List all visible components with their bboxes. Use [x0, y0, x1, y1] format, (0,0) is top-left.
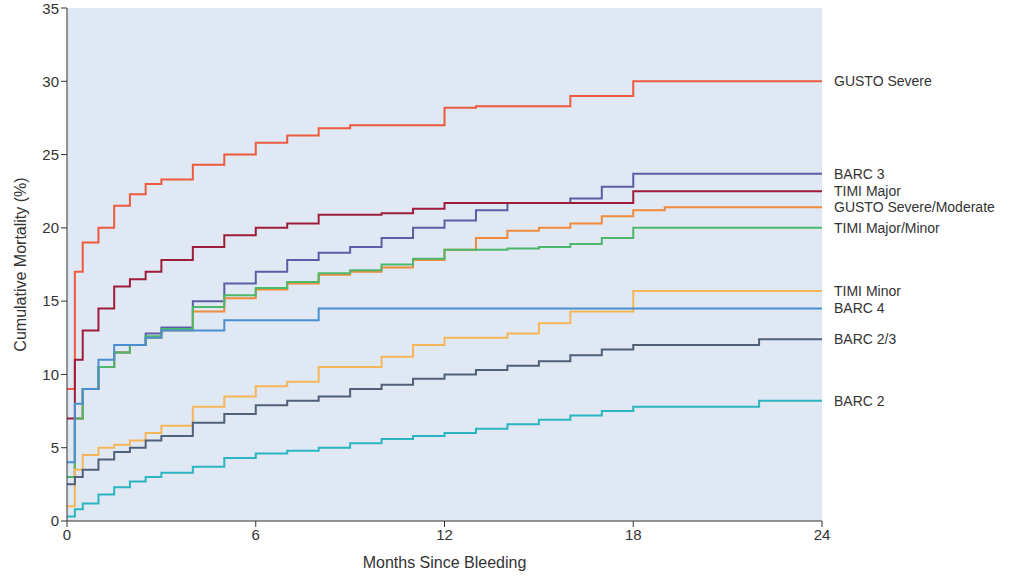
svg-text:BARC 2: BARC 2 [834, 393, 885, 409]
svg-text:20: 20 [42, 219, 59, 236]
svg-text:12: 12 [436, 526, 453, 543]
svg-text:Months Since Bleeding: Months Since Bleeding [363, 554, 527, 571]
svg-text:TIMI Major/Minor: TIMI Major/Minor [834, 220, 940, 236]
svg-text:18: 18 [625, 526, 642, 543]
svg-text:6: 6 [252, 526, 260, 543]
svg-text:Cumulative Mortality (%): Cumulative Mortality (%) [12, 177, 29, 351]
svg-text:30: 30 [42, 73, 59, 90]
svg-text:0: 0 [63, 526, 71, 543]
svg-text:24: 24 [814, 526, 831, 543]
svg-text:GUSTO Severe/Moderate: GUSTO Severe/Moderate [834, 199, 995, 215]
svg-text:35: 35 [42, 0, 59, 17]
svg-text:TIMI Minor: TIMI Minor [834, 283, 901, 299]
svg-text:BARC 4: BARC 4 [834, 300, 885, 316]
svg-text:BARC 2/3: BARC 2/3 [834, 331, 896, 347]
svg-text:TIMI Major: TIMI Major [834, 183, 901, 199]
svg-text:5: 5 [51, 439, 59, 456]
svg-text:0: 0 [51, 512, 59, 529]
svg-text:10: 10 [42, 366, 59, 383]
svg-text:15: 15 [42, 292, 59, 309]
svg-text:25: 25 [42, 146, 59, 163]
svg-text:BARC 3: BARC 3 [834, 166, 885, 182]
svg-text:GUSTO Severe: GUSTO Severe [834, 73, 932, 89]
